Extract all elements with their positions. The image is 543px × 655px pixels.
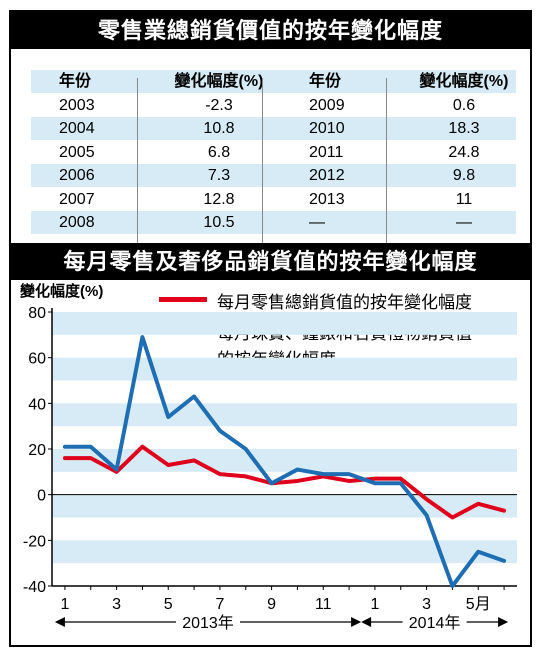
legend-swatch-blue	[159, 328, 207, 333]
table-cell: 2011	[309, 143, 344, 161]
table-cell: 2003	[59, 96, 95, 114]
table-cell: 6.8	[207, 143, 231, 161]
infographic-frame: 零售業總銷貨價值的按年變化幅度 年份 變化幅度(%) 年份 變化幅度(%) 2003 -2…	[9, 10, 532, 647]
table-title: 零售業總銷貨價值的按年變化幅度	[11, 12, 530, 49]
table-cell: 18.3	[448, 120, 480, 137]
table-cell: 11	[455, 190, 473, 208]
table-divider	[262, 78, 263, 246]
table-divider	[137, 78, 138, 246]
table-cell: 2005	[59, 143, 95, 161]
legend-label-retail: 每月零售總銷貨值的按年變化幅度	[217, 293, 472, 312]
table-cell: —	[456, 214, 472, 231]
table-cell: 2006	[59, 167, 95, 184]
table-cell: 2009	[309, 96, 345, 114]
table-row: 2008 10.5 — —	[31, 211, 516, 234]
table-cell: 2007	[59, 190, 95, 208]
table-cell: 2004	[59, 120, 95, 137]
table-cell: 2013	[309, 190, 345, 208]
table-cell: 2008	[59, 214, 95, 231]
table-cell: 0.6	[452, 96, 476, 114]
table-cell: 9.8	[452, 167, 476, 184]
table-row: 2007 12.8 2013 11	[31, 188, 516, 211]
table-cell: —	[309, 214, 325, 231]
table-row: 2006 7.3 2012 9.8	[31, 164, 516, 187]
table-row: 2005 6.8 2011 24.8	[31, 141, 516, 164]
chart-title: 每月零售及奢侈品銷貨值的按年變化幅度	[11, 243, 530, 280]
table-cell: 7.3	[207, 167, 231, 184]
legend-swatch-red	[159, 297, 207, 302]
table-cell: 2012	[309, 167, 345, 184]
table-row: 2003 -2.3 2009 0.6	[31, 94, 516, 117]
table-header-cell: 變化幅度(%)	[174, 73, 264, 90]
table-header-cell: 年份	[309, 73, 342, 90]
table-divider	[386, 78, 387, 246]
table-cell: 24.8	[448, 143, 480, 161]
table-cell: 12.8	[203, 190, 235, 208]
legend-label-jewellery-line1: 每月珠寶、鐘錶和名貴禮物銷貨值	[217, 324, 472, 343]
table-cell: -2.3	[205, 96, 233, 114]
table-cell: 10.8	[203, 120, 235, 137]
table-cell: 2010	[309, 120, 345, 137]
table-header-row: 年份 變化幅度(%) 年份 變化幅度(%)	[31, 70, 516, 93]
legend-label-jewellery-line2: 的按年變化幅度	[217, 350, 336, 369]
table-header-cell: 年份	[59, 73, 92, 90]
table-row: 2004 10.8 2010 18.3	[31, 117, 516, 140]
table-cell: 10.5	[203, 214, 235, 231]
table-header-cell: 變化幅度(%)	[419, 73, 509, 90]
